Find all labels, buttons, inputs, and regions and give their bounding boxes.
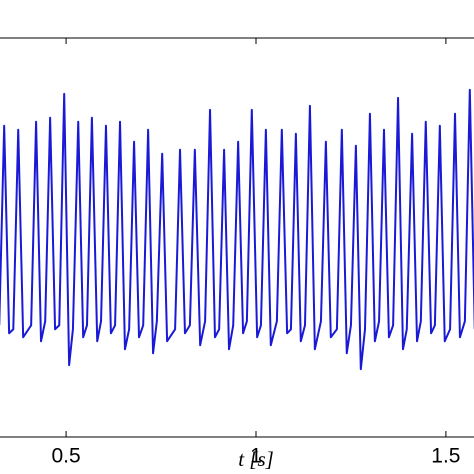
x-tick-label: 1 [250, 445, 262, 468]
x-tick-label: 0.5 [51, 445, 80, 468]
x-axis-label: t [s] [238, 447, 274, 471]
x-tick-label: 1.5 [431, 445, 460, 468]
signal-line [0, 88, 474, 371]
plot-frame [0, 37, 474, 438]
